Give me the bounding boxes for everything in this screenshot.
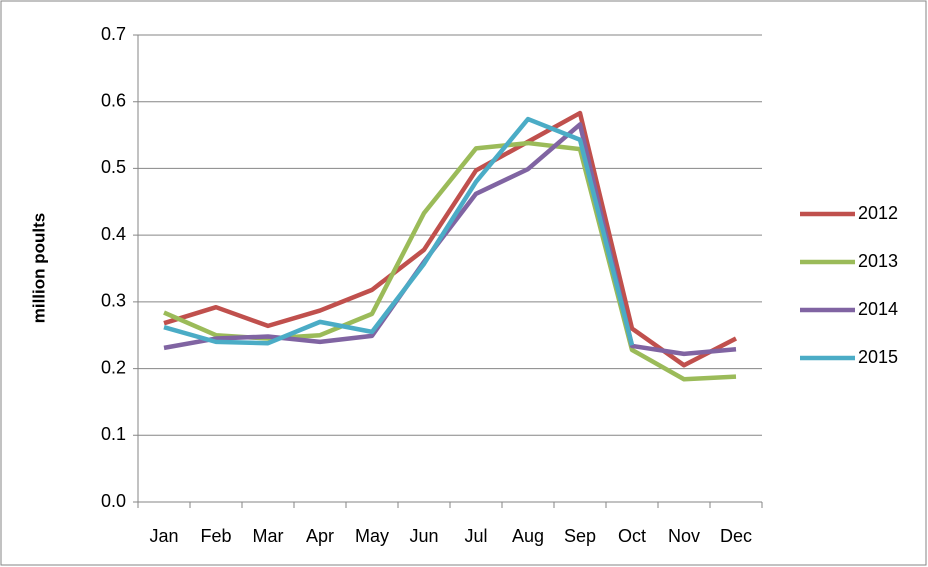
- y-tick-label: 0.6: [101, 90, 126, 110]
- y-axis-title: million poults: [29, 213, 48, 324]
- series-line: [163, 122, 737, 357]
- x-tick-label: May: [355, 526, 389, 546]
- legend-label: 2013: [858, 251, 898, 271]
- x-tick-label: Jul: [464, 526, 487, 546]
- series-line: [163, 116, 635, 346]
- legend-label: 2012: [858, 203, 898, 223]
- y-tick-label: 0.0: [101, 491, 126, 511]
- x-tick-label: Mar: [253, 526, 284, 546]
- x-tick-label: Jan: [149, 526, 178, 546]
- x-tick-label: Dec: [720, 526, 752, 546]
- x-tick-label: Apr: [306, 526, 334, 546]
- x-tick-label: Aug: [512, 526, 544, 546]
- legend-label: 2015: [858, 347, 898, 367]
- legend-label: 2014: [858, 299, 898, 319]
- x-tick-label: Oct: [618, 526, 646, 546]
- y-tick-label: 0.3: [101, 291, 126, 311]
- y-tick-label: 0.4: [101, 224, 126, 244]
- x-tick-label: Feb: [200, 526, 231, 546]
- x-tick-label: Sep: [564, 526, 596, 546]
- y-tick-label: 0.5: [101, 157, 126, 177]
- y-tick-label: 0.1: [101, 424, 126, 444]
- y-tick-label: 0.2: [101, 357, 126, 377]
- y-tick-label: 0.7: [101, 24, 126, 44]
- series-line: [163, 110, 738, 368]
- x-tick-label: Jun: [409, 526, 438, 546]
- x-tick-label: Nov: [668, 526, 700, 546]
